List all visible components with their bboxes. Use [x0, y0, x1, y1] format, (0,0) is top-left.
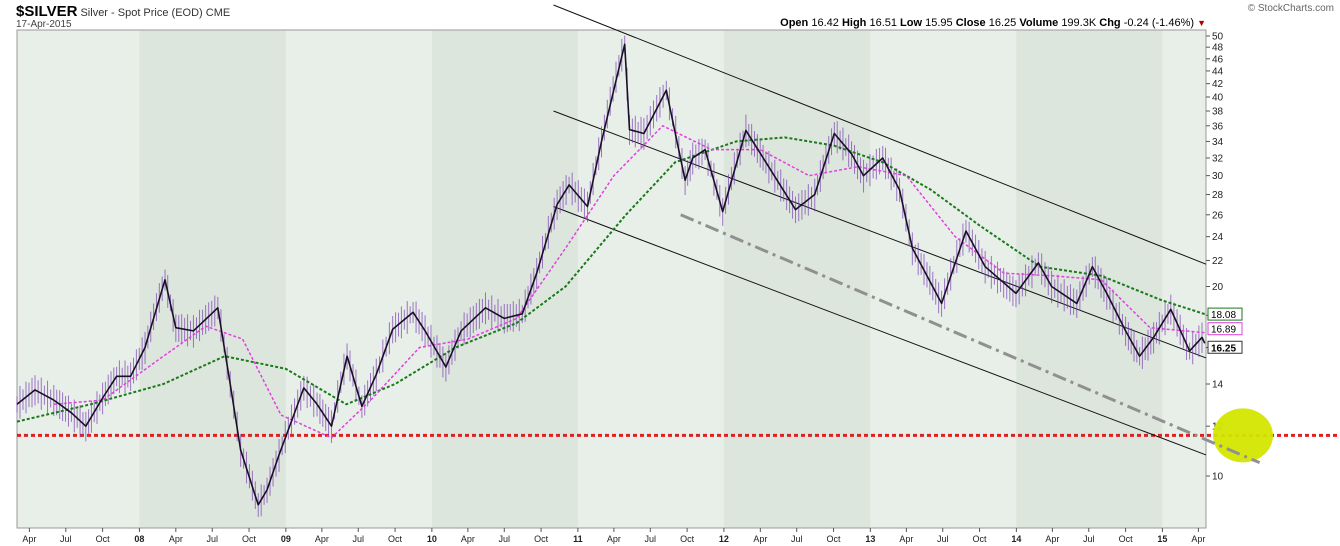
date-label: 17-Apr-2015 [16, 19, 72, 30]
x-tick-label: 14 [1011, 534, 1021, 544]
x-tick-label: Jul [937, 534, 949, 544]
x-tick-label: Jul [1083, 534, 1095, 544]
x-tick-label: 08 [134, 534, 144, 544]
down-arrow-icon: ▼ [1197, 18, 1206, 28]
ma-fast-line [53, 124, 1205, 439]
y-tick-label: 28 [1212, 190, 1224, 201]
x-tick-label: 13 [865, 534, 875, 544]
x-tick-label: Oct [973, 534, 988, 544]
symbol-label: $SILVER [16, 3, 78, 20]
y-tick-label: 26 [1212, 210, 1224, 221]
y-tick-label: 32 [1212, 154, 1224, 165]
high-value: 16.51 [869, 17, 897, 29]
year-band [431, 30, 578, 528]
y-tick-label: 34 [1212, 137, 1224, 148]
y-tick-label: 38 [1212, 107, 1224, 118]
low-value: 15.95 [925, 17, 953, 29]
price-tag-label: 16.89 [1211, 325, 1236, 336]
plot-frame [16, 29, 1207, 529]
x-tick-label: Oct [1119, 534, 1134, 544]
ohlc-summary: Open 16.42 High 16.51 Low 15.95 Close 16… [780, 17, 1206, 29]
y-tick-label: 14 [1212, 380, 1224, 391]
x-tick-label: Apr [607, 534, 621, 544]
chg-value: -0.24 (-1.46%) [1123, 17, 1195, 29]
x-tick-label: Apr [753, 534, 767, 544]
dashdot-trendline [680, 213, 1261, 465]
channel-line [553, 206, 1207, 456]
y-tick-label: 44 [1212, 66, 1224, 77]
close-value: 16.25 [988, 17, 1017, 29]
x-tick-label: Jul [352, 534, 364, 544]
y-tick-label: 24 [1212, 232, 1224, 243]
y-tick-label: 22 [1212, 256, 1224, 267]
channel-line [553, 4, 1207, 265]
y-tick-label: 20 [1212, 282, 1224, 293]
x-tick-label: Oct [242, 534, 257, 544]
ma-slow-line [16, 136, 1206, 423]
x-tick-label: Apr [1045, 534, 1059, 544]
price-tag-label: 18.08 [1211, 310, 1236, 321]
volume-value: 199.3K [1061, 17, 1097, 29]
y-tick-label: 40 [1212, 93, 1224, 104]
symbol-description: Silver - Spot Price (EOD) [80, 7, 203, 19]
y-tick-label: 50 [1212, 32, 1224, 43]
x-tick-label: Apr [461, 534, 475, 544]
open-value: 16.42 [811, 17, 839, 29]
x-tick-label: 15 [1157, 534, 1167, 544]
x-tick-label: Jul [791, 534, 803, 544]
year-band [139, 30, 286, 528]
high-label: High [841, 17, 867, 29]
chart-title-block: $SILVER Silver - Spot Price (EOD) CME 17… [16, 3, 230, 30]
chg-label: Chg [1099, 17, 1121, 29]
price-tag-box [1207, 322, 1243, 336]
price-line [16, 43, 1206, 506]
price-tag-box [1207, 340, 1243, 354]
x-tick-label: Apr [22, 534, 36, 544]
y-tick-label: 36 [1212, 121, 1224, 132]
channel-line [553, 110, 1207, 359]
price-tag-box [1207, 307, 1243, 321]
brand-watermark: © StockCharts.com [1247, 3, 1334, 14]
x-tick-label: Oct [827, 534, 842, 544]
y-tick-label: 42 [1212, 79, 1224, 90]
x-tick-label: Oct [680, 534, 695, 544]
y-tick-label: 46 [1212, 54, 1224, 65]
x-tick-label: Apr [899, 534, 913, 544]
x-tick-label: Apr [1191, 534, 1205, 544]
x-tick-label: 11 [573, 534, 583, 544]
x-tick-label: Apr [315, 534, 329, 544]
x-tick-label: Jul [645, 534, 657, 544]
x-tick-label: Oct [96, 534, 111, 544]
y-tick-label: 30 [1212, 171, 1224, 182]
y-tick-label: 48 [1212, 43, 1224, 54]
volume-label: Volume [1019, 17, 1059, 29]
x-tick-label: Oct [388, 534, 403, 544]
x-tick-label: Jul [206, 534, 218, 544]
year-band [723, 30, 871, 528]
price-tag-label: 16.25 [1211, 343, 1236, 354]
exchange-label: CME [205, 7, 231, 19]
highlight-circle [1213, 408, 1273, 463]
y-tick-label: 10 [1212, 472, 1224, 483]
x-tick-label: Jul [499, 534, 511, 544]
x-tick-label: Oct [534, 534, 549, 544]
x-tick-label: 12 [719, 534, 729, 544]
close-label: Close [955, 17, 986, 29]
open-label: Open [780, 17, 809, 29]
x-tick-label: Apr [169, 534, 183, 544]
low-label: Low [900, 17, 923, 29]
x-tick-label: 10 [427, 534, 437, 544]
x-tick-label: Jul [60, 534, 72, 544]
x-tick-label: 09 [281, 534, 291, 544]
